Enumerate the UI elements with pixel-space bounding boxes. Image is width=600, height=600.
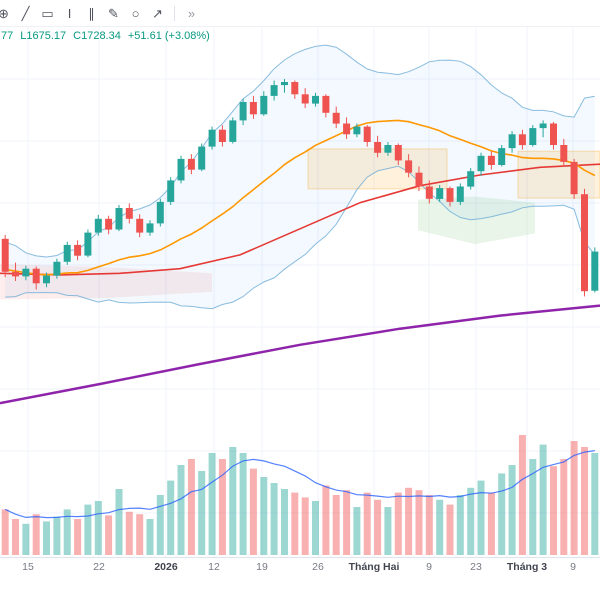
parallel-channel-tool-button[interactable]: ∥ [81,3,102,24]
bollinger-fill [5,45,595,309]
candles-layer [1,79,599,297]
rectangle-tool-button[interactable]: ▭ [37,3,58,24]
trend-line-tool-button[interactable]: ╱ [15,3,36,24]
ma50-line [0,163,600,276]
trend-line-tool-icon: ╱ [21,5,30,21]
ellipse-tool-icon: ○ [131,5,140,21]
time-axis-label: 2026 [154,561,178,573]
time-axis-label: 12 [208,561,220,573]
time-axis[interactable]: 15 22 2026 12 19 26 Tháng Hai 9 23 Tháng 3 9 [0,557,600,577]
volume-ma-line [4,450,595,519]
time-axis-label: 22 [93,561,105,573]
volume-bars-layer [1,435,599,555]
time-axis-label: 23 [470,561,482,573]
bollinger-lower-line [5,165,596,310]
bollinger-upper-line [5,44,595,258]
price-chart-canvas[interactable] [0,27,600,557]
compass-tool-icon: ⊕ [0,5,9,21]
brush-tool-icon: ✎ [108,5,119,21]
time-axis-label: Tháng 3 [506,561,548,573]
time-axis-label: 26 [312,561,324,573]
ma20-basis-line [5,119,596,276]
parallel-channel-tool-icon: ∥ [88,5,95,21]
time-axis-label: 15 [22,561,34,573]
ellipse-tool-button[interactable]: ○ [125,3,146,24]
grid-layer [0,27,600,557]
drawing-toolbar: ⊕ ╱ ▭ I ∥ ✎ ○ ↗ » [0,0,600,27]
rectangle-tool-icon: ▭ [41,5,54,21]
arrow-tool-icon: ↗ [152,5,163,21]
expand-toolbar-button[interactable]: » [181,3,202,24]
arrow-tool-button[interactable]: ↗ [147,3,168,24]
time-axis-label: Tháng Hai [348,561,400,573]
brush-tool-button[interactable]: ✎ [103,3,124,24]
toolbar-divider [174,5,175,21]
text-tool-icon: I [67,5,72,21]
compass-tool-button[interactable]: ⊕ [0,3,14,24]
time-axis-label: 9 [570,561,576,573]
ma200-line [0,304,600,405]
time-axis-label: 9 [426,561,432,573]
chart-area[interactable]: 77 L1675.17 C1728.34 +51.61 (+3.08%) [0,27,600,557]
expand-toolbar-icon: » [187,5,196,21]
time-axis-label: 19 [256,561,268,573]
text-tool-button[interactable]: I [59,3,80,24]
